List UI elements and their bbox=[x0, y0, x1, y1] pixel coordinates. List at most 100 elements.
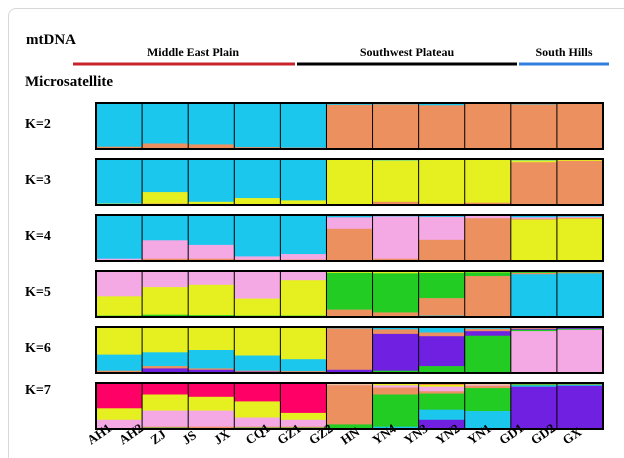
ancestry-bar-k3-col8-cluster2 bbox=[464, 159, 512, 203]
ancestry-bar-k4-col1-cluster3 bbox=[142, 258, 189, 261]
ancestry-bar-k5-col7-cluster3 bbox=[418, 272, 466, 299]
ancestry-bar-k4-col8-cluster3 bbox=[464, 218, 512, 261]
ancestry-bar-k4-col4-cluster1 bbox=[280, 215, 327, 255]
ancestry-bar-k6-col2-cluster2 bbox=[188, 350, 235, 369]
ancestry-bar-k6-col10-cluster4 bbox=[556, 327, 604, 330]
ancestry-bar-k5-col7-cluster4 bbox=[418, 298, 466, 316]
ancestry-bar-k4-col9-cluster2 bbox=[510, 217, 558, 219]
ancestry-bar-k6-col0-cluster2 bbox=[96, 354, 143, 371]
ancestry-bar-k7-col3-cluster1 bbox=[234, 383, 281, 402]
structure-row-k5 bbox=[95, 270, 604, 318]
ancestry-bar-k3-col10-cluster3 bbox=[556, 160, 604, 206]
ancestry-bar-k7-col4-cluster4 bbox=[280, 426, 327, 428]
ancestry-bar-k6-col6-cluster2 bbox=[372, 327, 419, 330]
ancestry-bar-k3-col1-cluster1 bbox=[142, 159, 189, 193]
ancestry-bar-k7-col6-cluster6 bbox=[372, 426, 419, 429]
ancestry-bar-k5-col8-cluster3 bbox=[464, 272, 512, 277]
ancestry-bar-k7-col8-cluster6 bbox=[464, 411, 512, 429]
ancestry-bar-k4-col5-cluster1 bbox=[326, 215, 373, 218]
ancestry-bar-k2-col10-cluster2 bbox=[556, 103, 604, 150]
ancestry-bar-k6-col7-cluster4 bbox=[418, 336, 466, 367]
ancestry-bar-k7-col2-cluster2 bbox=[188, 396, 235, 411]
ancestry-bar-k5-col3-cluster1 bbox=[234, 271, 281, 299]
ancestry-bar-k5-col1-cluster2 bbox=[142, 287, 189, 315]
ancestry-bar-k2-col9-cluster2 bbox=[510, 104, 558, 150]
ancestry-bar-k3-col5-cluster2 bbox=[326, 159, 373, 205]
ancestry-bar-k6-col8-cluster5 bbox=[464, 335, 512, 374]
region-label-southwest-plateau: Southwest Plateau bbox=[360, 45, 455, 59]
ancestry-bar-k4-col0-cluster1 bbox=[96, 215, 143, 259]
ancestry-bar-k5-col6-cluster4 bbox=[372, 312, 419, 317]
ancestry-bar-k6-col3-cluster1 bbox=[234, 327, 281, 356]
ancestry-bar-k5-col0-cluster2 bbox=[96, 296, 143, 316]
ancestry-bar-k5-col10-cluster3 bbox=[556, 271, 604, 273]
ancestry-bar-k6-col1-cluster2 bbox=[142, 352, 189, 367]
ancestry-bar-k2-col7-cluster1 bbox=[418, 103, 466, 106]
ancestry-bar-k6-col6-cluster4 bbox=[372, 333, 419, 371]
ancestry-bar-k4-col8-cluster2 bbox=[464, 215, 512, 219]
ancestry-bar-k7-col8-cluster4 bbox=[464, 385, 512, 389]
ancestry-bar-k6-col6-cluster3 bbox=[372, 329, 419, 335]
ancestry-bar-k4-col10-cluster4 bbox=[556, 218, 604, 262]
ancestry-bar-k3-col6-cluster3 bbox=[372, 201, 419, 206]
ancestry-bar-k4-col10-cluster2 bbox=[556, 216, 604, 219]
ancestry-bar-k7-col3-cluster2 bbox=[234, 401, 281, 418]
ancestry-bar-k7-col5-cluster3 bbox=[326, 384, 373, 386]
ancestry-bar-k4-col1-cluster2 bbox=[142, 240, 189, 259]
ancestry-bar-k4-col7-cluster1 bbox=[418, 215, 466, 218]
ancestry-bar-k4-col10-cluster3 bbox=[556, 217, 604, 219]
ancestry-bar-k4-col10-cluster1 bbox=[556, 215, 604, 218]
ancestry-bar-k6-col9-cluster4 bbox=[510, 328, 558, 331]
structure-row-k4 bbox=[95, 214, 604, 262]
ancestry-bar-k3-col0-cluster1 bbox=[96, 159, 143, 204]
ancestry-bar-k3-col7-cluster2 bbox=[418, 159, 466, 204]
ancestry-bar-k7-col10-cluster5 bbox=[556, 384, 604, 386]
ancestry-bar-k6-col9-cluster3 bbox=[510, 327, 558, 330]
ancestry-bar-k5-col8-cluster4 bbox=[464, 276, 512, 317]
ancestry-bar-k5-col9-cluster4 bbox=[510, 272, 558, 275]
ancestry-bar-k7-col0-cluster3 bbox=[96, 419, 143, 429]
ancestry-bar-k6-col8-cluster4 bbox=[464, 331, 512, 337]
ancestry-bar-k2-col5-cluster2 bbox=[326, 104, 373, 150]
ancestry-bar-k7-col2-cluster3 bbox=[188, 410, 235, 427]
ancestry-bar-k7-col8-cluster2 bbox=[464, 383, 512, 385]
ancestry-bar-k7-col10-cluster7 bbox=[556, 385, 604, 430]
ancestry-bar-k6-col4-cluster1 bbox=[280, 327, 327, 360]
ancestry-bar-k7-col8-cluster5 bbox=[464, 388, 512, 412]
ancestry-bar-k4-col7-cluster2 bbox=[418, 216, 466, 241]
ancestry-bar-k5-col7-cluster2 bbox=[418, 271, 466, 274]
structure-row-k7 bbox=[95, 382, 604, 430]
ancestry-bar-k5-col5-cluster3 bbox=[326, 272, 373, 310]
ancestry-bar-k6-col3-cluster2 bbox=[234, 355, 281, 371]
ancestry-bar-k4-col5-cluster2 bbox=[326, 217, 373, 230]
ancestry-bar-k6-col9-cluster6 bbox=[510, 331, 558, 374]
k-label-6: K=6 bbox=[25, 341, 51, 356]
ancestry-bar-k6-col7-cluster3 bbox=[418, 332, 466, 337]
ancestry-bar-k4-col3-cluster2 bbox=[234, 256, 281, 260]
ancestry-bar-k2-col6-cluster2 bbox=[372, 104, 419, 150]
ancestry-bar-k7-col10-cluster6 bbox=[556, 384, 604, 387]
ancestry-bar-k6-col9-cluster5 bbox=[510, 329, 558, 332]
row-frame-k3 bbox=[95, 158, 604, 206]
k-label-4: K=4 bbox=[25, 229, 51, 244]
ancestry-bar-k4-col7-cluster3 bbox=[418, 239, 466, 261]
region-label-south-hills: South Hills bbox=[535, 45, 592, 59]
ancestry-bar-k5-col2-cluster1 bbox=[188, 271, 235, 286]
ancestry-bar-k7-col7-cluster5 bbox=[418, 393, 466, 410]
ancestry-bar-k7-col1-cluster1 bbox=[142, 383, 189, 395]
ancestry-bar-k7-col3-cluster3 bbox=[234, 417, 281, 427]
row-frame-k7 bbox=[95, 382, 604, 430]
ancestry-bar-k2-col1-cluster2 bbox=[142, 143, 189, 150]
ancestry-bar-k7-col7-cluster6 bbox=[418, 409, 466, 421]
ancestry-bar-k4-col2-cluster2 bbox=[188, 244, 235, 259]
ancestry-bar-k6-col10-cluster5 bbox=[556, 328, 604, 331]
ancestry-bar-k4-col9-cluster1 bbox=[510, 215, 558, 218]
ancestry-bar-k4-col5-cluster3 bbox=[326, 228, 373, 261]
microsatellite-label: Microsatellite bbox=[25, 74, 113, 90]
ancestry-bar-k4-col9-cluster3 bbox=[510, 218, 558, 220]
row-frame-k2 bbox=[95, 102, 604, 150]
ancestry-bar-k6-col1-cluster4 bbox=[142, 368, 189, 373]
ancestry-bar-k3-col3-cluster1 bbox=[234, 159, 281, 199]
ancestry-bar-k7-col2-cluster1 bbox=[188, 383, 235, 398]
ancestry-bar-k3-col3-cluster2 bbox=[234, 198, 281, 205]
